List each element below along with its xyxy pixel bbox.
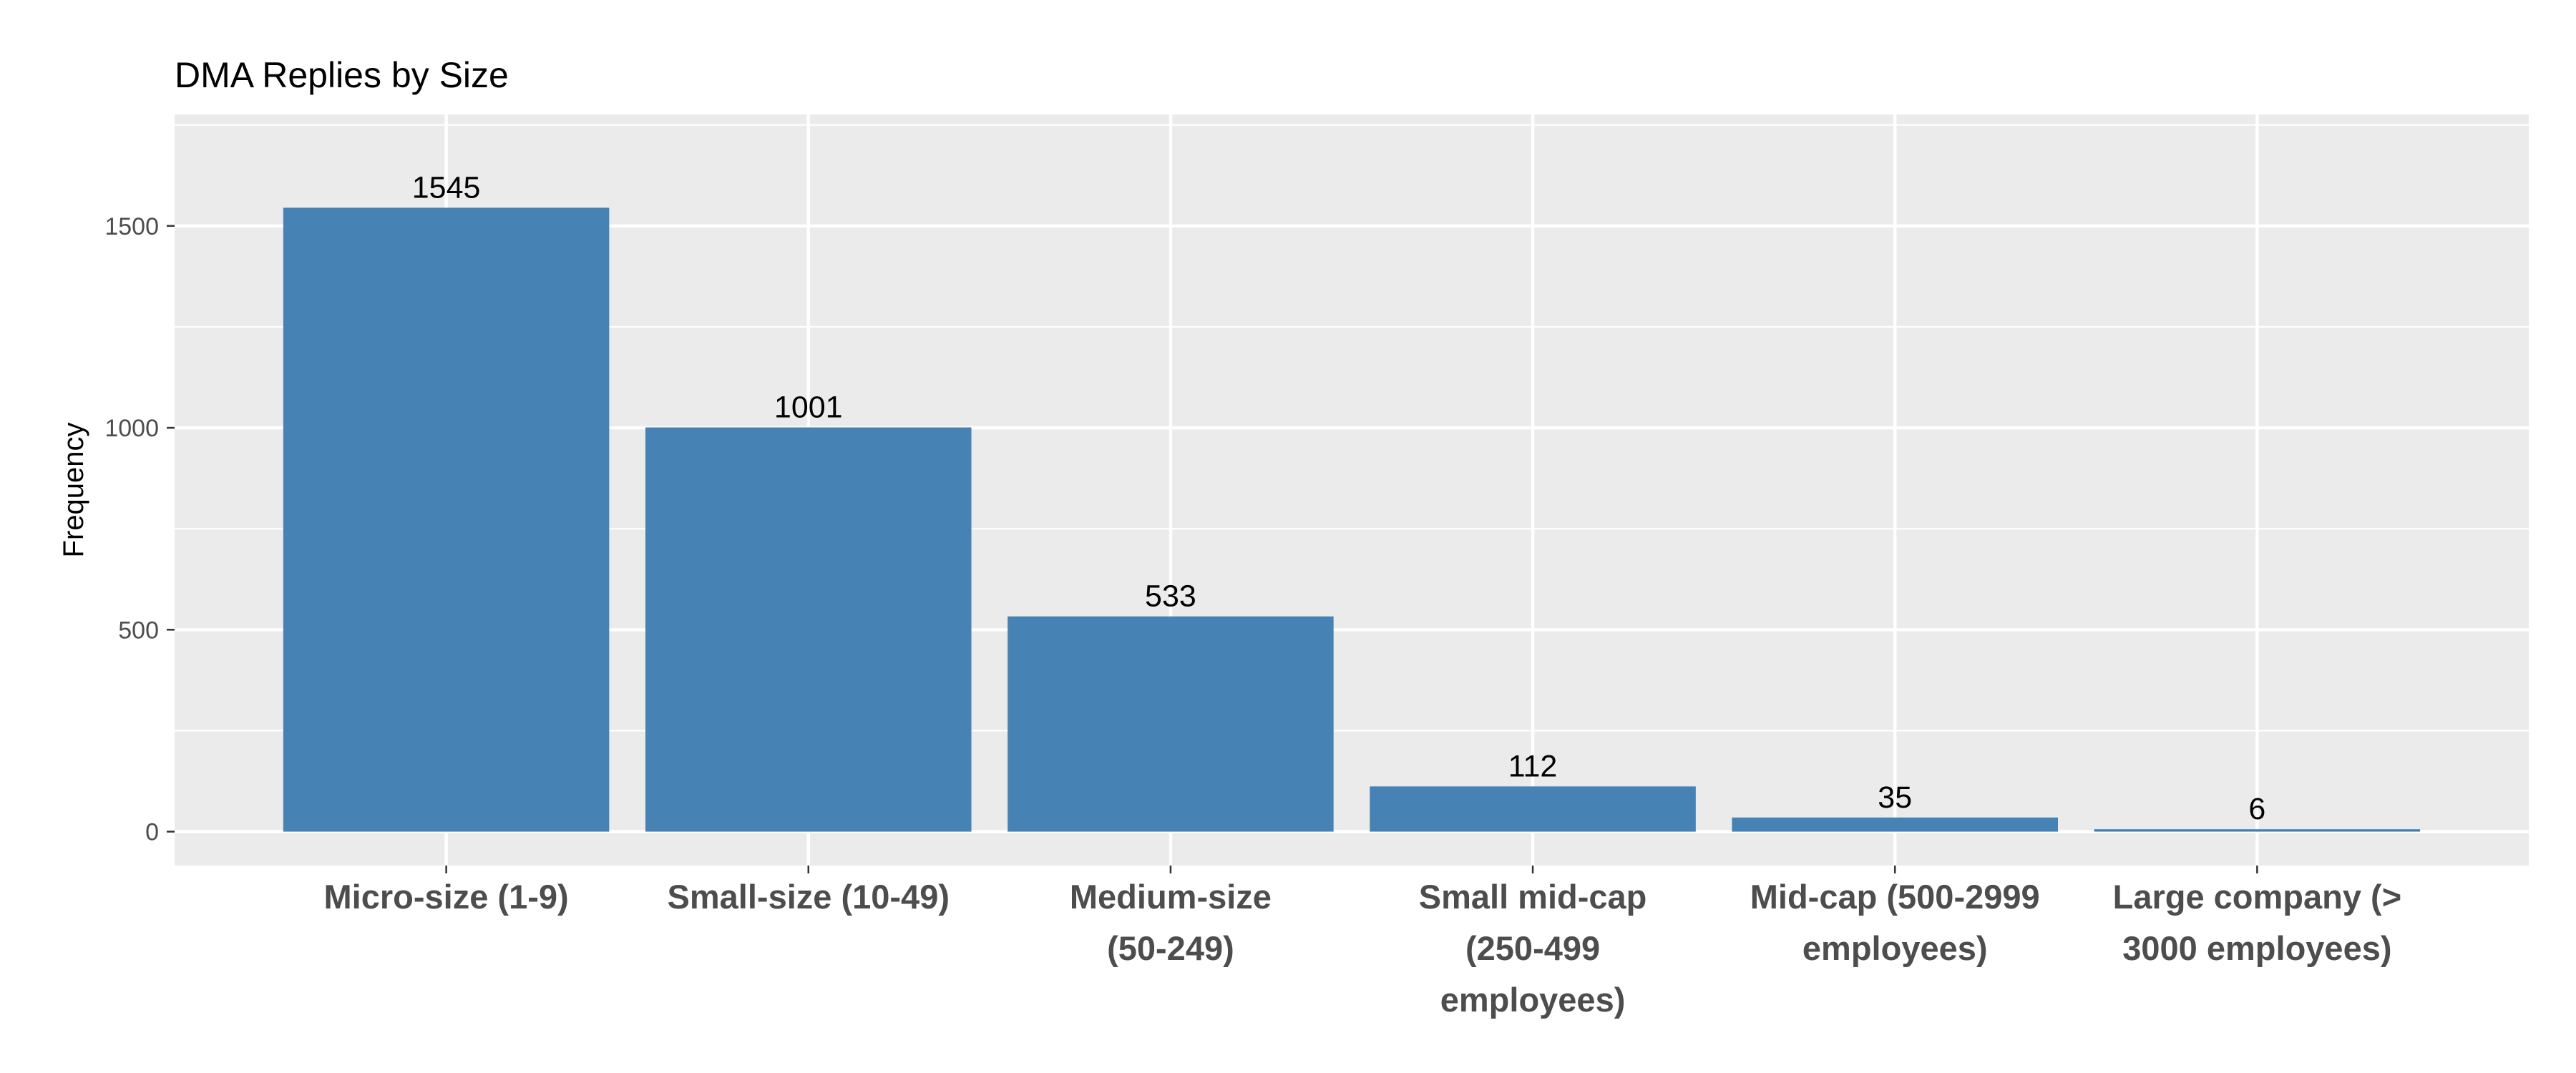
chart-title: DMA Replies by Size <box>175 55 509 95</box>
bar <box>283 207 610 832</box>
y-tick-label: 1500 <box>104 213 159 240</box>
x-tick-label: employees) <box>1802 929 1988 967</box>
x-tick-label: employees) <box>1440 981 1626 1019</box>
x-tick-label: (50-249) <box>1107 929 1234 967</box>
x-tick-label: Small-size (10-49) <box>668 878 950 916</box>
x-axis: Micro-size (1-9) Small-size (10-49) Medium… <box>324 866 2402 1019</box>
bar <box>645 427 972 832</box>
bars <box>283 207 2421 832</box>
data-label: 1001 <box>774 391 843 425</box>
data-label: 1545 <box>412 170 481 205</box>
y-tick-label: 500 <box>118 617 159 644</box>
bar <box>1008 616 1334 832</box>
y-axis-label: Frequency <box>58 423 89 558</box>
bar <box>1370 786 1696 832</box>
data-labels: 1545 1001 533 112 35 6 <box>412 170 2266 826</box>
x-tick-label: Mid-cap (500-2999 <box>1750 878 2040 916</box>
data-label: 35 <box>1878 780 1912 815</box>
x-tick-label: Micro-size (1-9) <box>324 878 569 916</box>
data-label: 533 <box>1145 579 1196 614</box>
y-tick-label: 0 <box>145 819 159 846</box>
x-tick-label: Large company (> <box>2113 878 2402 916</box>
bar <box>2094 829 2421 832</box>
bar <box>1732 817 2058 832</box>
x-tick-label: Small mid-cap <box>1419 878 1647 916</box>
y-axis: 0 500 1000 1500 <box>104 213 175 846</box>
x-tick-label: (250-499 <box>1465 929 1600 967</box>
x-tick-label: 3000 employees) <box>2122 929 2391 967</box>
data-label: 112 <box>1508 749 1558 783</box>
data-label: 6 <box>2248 792 2265 826</box>
y-tick-label: 1000 <box>104 415 159 442</box>
x-tick-label: Medium-size <box>1070 878 1272 916</box>
